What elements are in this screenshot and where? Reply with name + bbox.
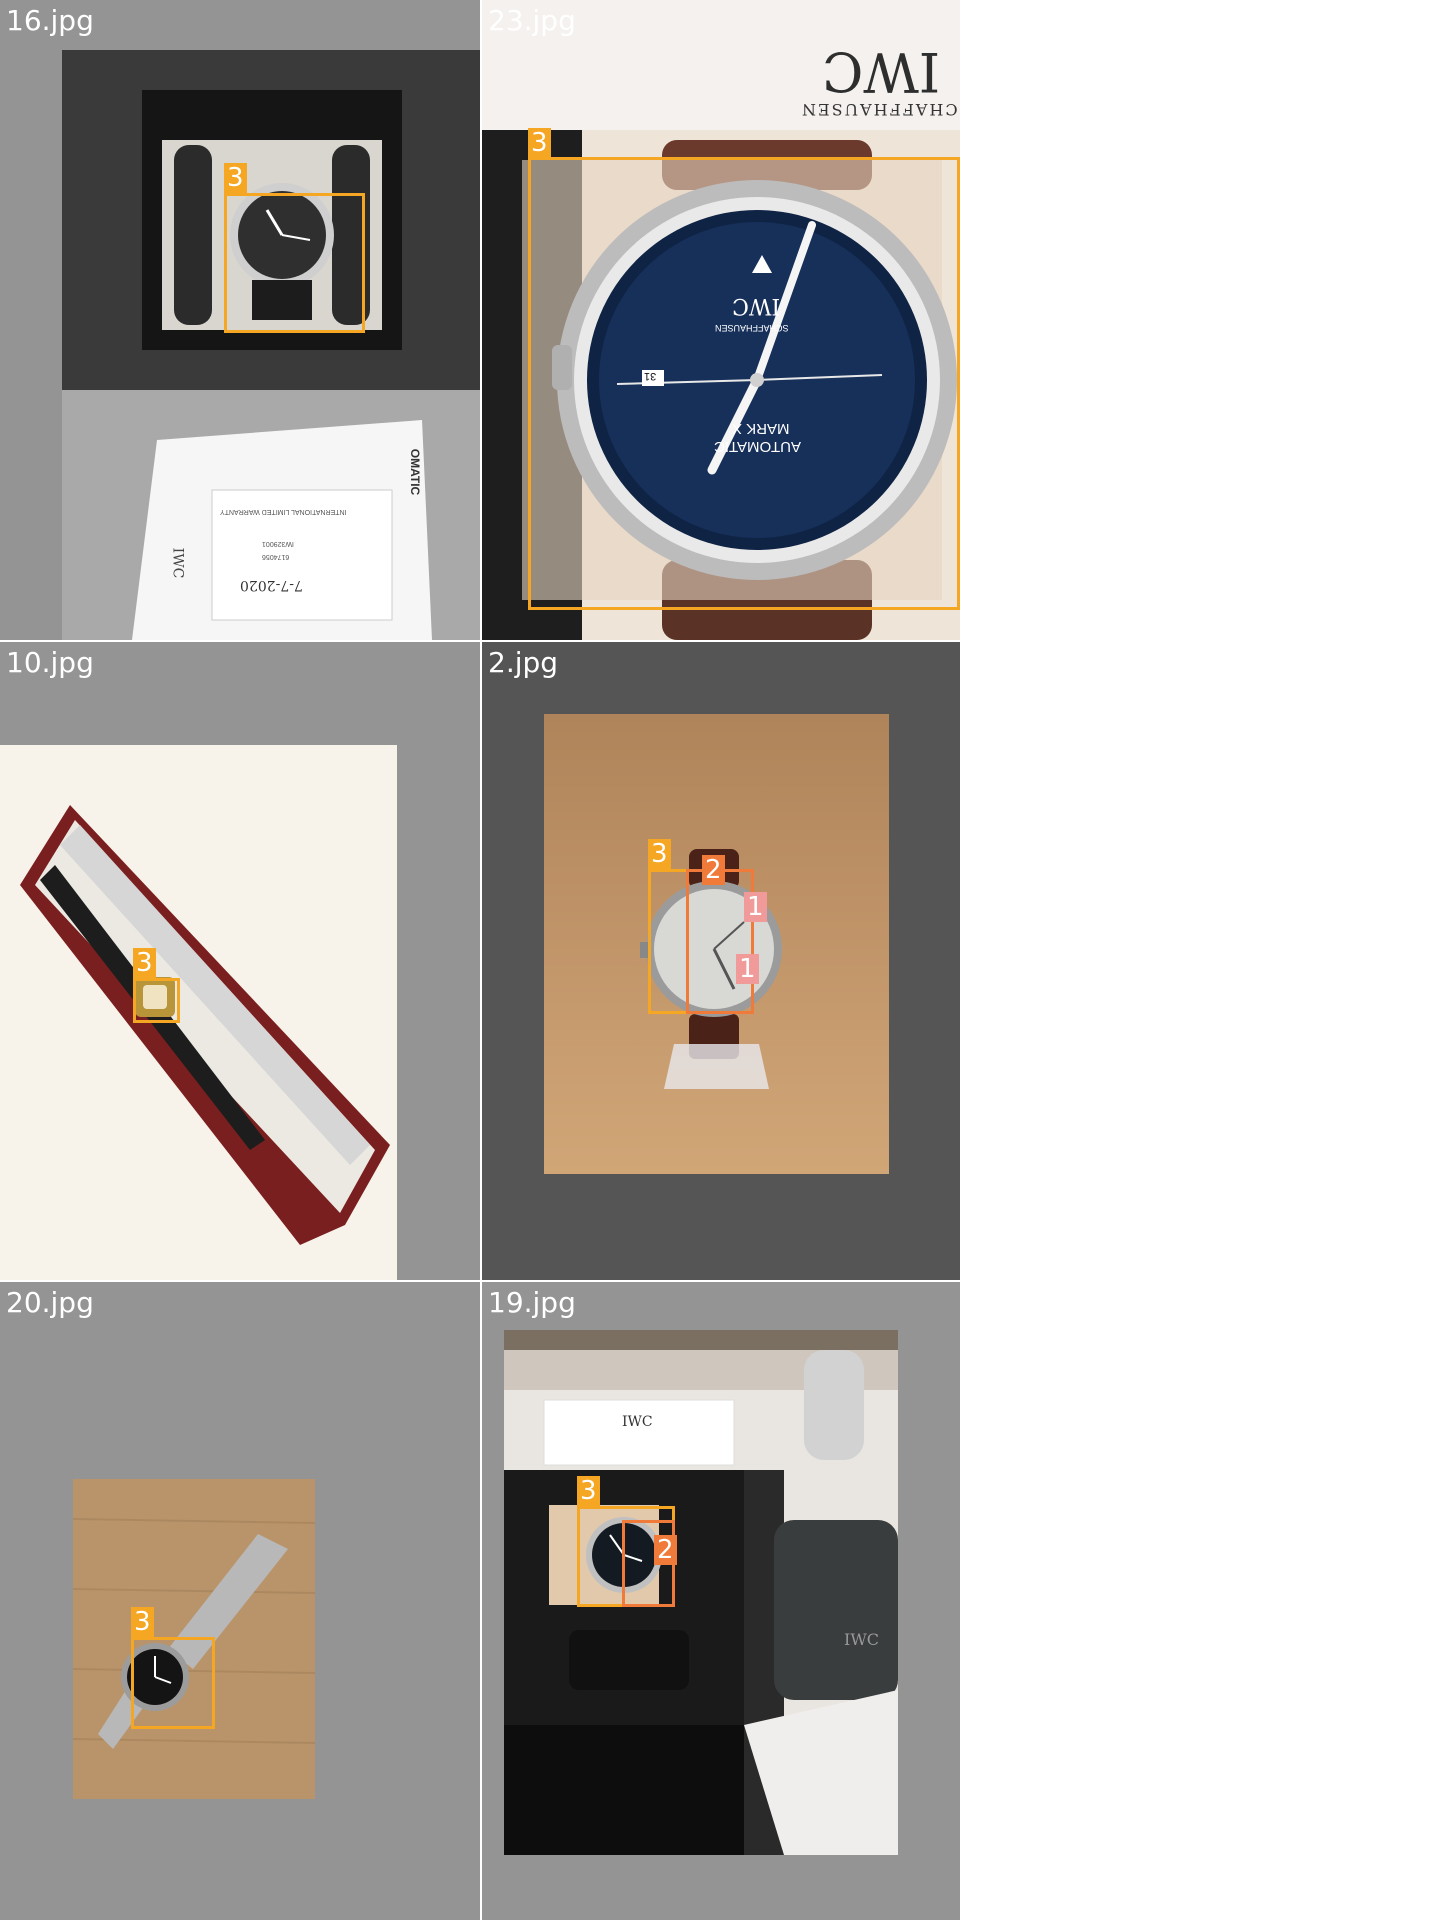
photo [73,1479,315,1799]
filename-label: 2.jpg [488,646,559,679]
watch-closeup-photo [482,0,960,640]
watch-box-photo [62,50,480,640]
pouch-brand-text: IWC [844,1630,880,1649]
detection-box [131,1637,215,1729]
image-cell-19[interactable]: 19.jpg IWC IWC 3 2 [482,1282,960,1920]
box-city-text: SCHAFFHAUSEN [800,100,960,119]
photo [0,745,397,1280]
detection-box [528,157,960,610]
detection-label: 3 [133,948,156,978]
handwritten-date: 7-7-2020 [240,577,303,593]
image-cell-10[interactable]: 10.jpg 3 [0,642,480,1280]
reference-text: IW329001 [262,540,294,547]
box-brand-text: IWC [622,1414,653,1430]
detection-box [224,193,365,333]
photo: INTERNATIONAL LIMITED WARRANTY IW329001 … [62,50,480,640]
detection-label-2: 2 [702,855,725,885]
box-brand-text: IWC [822,40,941,103]
detection-label-1b: 1 [736,954,759,984]
filename-label: 16.jpg [6,4,94,37]
photo [544,714,889,1174]
detection-label: 3 [528,128,551,158]
image-cell-23[interactable]: IWC SCHAFFHAUSEN IWC SCHAFFHAUSEN MARK X… [482,0,960,640]
photo: IWC IWC [504,1330,898,1855]
filename-label: 20.jpg [6,1286,94,1319]
empty-canvas-area [962,0,1440,1920]
detection-label: 3 [224,163,247,193]
detection-label-3: 3 [577,1476,600,1506]
detection-box [133,978,180,1023]
watch-presentation-box-photo [504,1330,898,1855]
detection-box-2 [686,869,754,1014]
image-cell-16[interactable]: 16.jpg INTERNATIONAL LIMITED WARRANTY IW… [0,0,480,640]
photo: IWC SCHAFFHAUSEN IWC SCHAFFHAUSEN MARK X… [482,0,960,640]
card-side-text: OMATIC [408,448,423,496]
detection-label-3: 3 [648,839,671,869]
watch-case-photo [0,745,397,1280]
image-cell-2[interactable]: 2.jpg 3 2 1 1 [482,642,960,1280]
filename-label: 23.jpg [488,4,576,37]
detection-label-1a: 1 [744,892,767,922]
detection-label-2: 2 [654,1535,677,1565]
image-cell-20[interactable]: 20.jpg 3 [0,1282,480,1920]
filename-label: 19.jpg [488,1286,576,1319]
serial-text: 6174056 [262,553,290,560]
filename-label: 10.jpg [6,646,94,679]
warranty-title-text: INTERNATIONAL LIMITED WARRANTY [220,508,347,515]
detection-label: 3 [131,1607,154,1637]
card-brand-text: IWC [169,547,186,579]
